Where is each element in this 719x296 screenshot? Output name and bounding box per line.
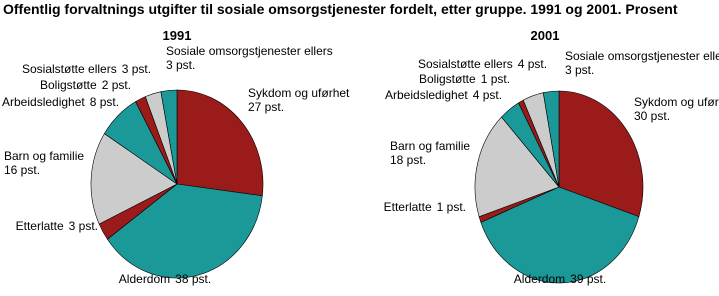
category-label: Etterlatte	[384, 200, 432, 214]
pie-slice	[542, 90, 560, 188]
slice-label: Boligstøtte 2 pst.	[40, 78, 131, 92]
category-label: Sykdom og uførhet	[634, 95, 719, 109]
category-label: Sosiale omsorgstjenester ellers	[166, 44, 333, 58]
category-label: Arbeidsledighet	[385, 88, 468, 102]
chart-title: 1991	[163, 28, 192, 43]
slice-label: Sosiale omsorgstjenester ellers 3 pst.	[166, 44, 333, 72]
value-label: 4 pst.	[518, 57, 547, 71]
slice-label: Boligstøtte 1 pst.	[419, 72, 510, 86]
category-label: Sykdom og uførhet	[248, 86, 350, 100]
category-label: Boligstøtte	[419, 72, 476, 86]
slice-label: Sosialstøtte ellers 3 pst.	[22, 62, 151, 76]
value-label: 16 pst.	[4, 163, 40, 177]
slice-label: Barn og familie 18 pst.	[390, 139, 470, 167]
pie-slice	[558, 90, 644, 218]
value-label: 2 pst.	[102, 78, 131, 92]
slice-label: Arbeidsledighet 4 pst.	[385, 88, 502, 102]
slice-label: Arbeidsledighet 8 pst.	[2, 95, 119, 109]
value-label: 1 pst.	[481, 72, 510, 86]
pie-slice	[107, 183, 263, 279]
chart-title: 2001	[531, 28, 560, 43]
value-label: 39 pst.	[570, 272, 606, 286]
value-label: 4 pst.	[473, 88, 502, 102]
pie-slice	[480, 186, 640, 284]
slice-label: Etterlatte 3 pst.	[16, 219, 98, 233]
pie-slice	[474, 116, 560, 218]
pie-slice	[90, 133, 178, 225]
category-label: Arbeidsledighet	[2, 95, 85, 109]
slice-label: Etterlatte 1 pst.	[384, 200, 466, 214]
slice-label: Barn og familie 16 pst.	[4, 149, 84, 177]
value-label: 1 pst.	[437, 200, 466, 214]
value-label: 18 pst.	[390, 153, 426, 167]
value-label: 30 pst.	[634, 109, 670, 123]
category-label: Sosialstøtte ellers	[22, 62, 117, 76]
category-label: Barn og familie	[390, 139, 470, 153]
value-label: 38 pst.	[175, 272, 211, 286]
category-label: Barn og familie	[4, 149, 84, 163]
value-label: 3 pst.	[565, 63, 594, 77]
slice-label: Sosialstøtte ellers 4 pst.	[418, 57, 547, 71]
pie-slice	[176, 89, 264, 197]
value-label: 8 pst.	[90, 95, 119, 109]
slice-label: Alderdom 39 pst.	[514, 272, 606, 286]
value-label: 3 pst.	[69, 219, 98, 233]
pie-slice	[160, 89, 178, 185]
value-label: 27 pst.	[248, 100, 284, 114]
category-label: Etterlatte	[16, 219, 64, 233]
category-label: Sosiale omsorgstjenester ellers	[565, 49, 719, 63]
slice-label: Alderdom 38 pst.	[119, 272, 211, 286]
value-label: 3 pst.	[166, 58, 195, 72]
category-label: Sosialstøtte ellers	[418, 57, 513, 71]
value-label: 3 pst.	[122, 62, 151, 76]
category-label: Alderdom	[119, 272, 170, 286]
slice-label: Sosiale omsorgstjenester ellers 3 pst.	[565, 49, 719, 77]
page-title: Offentlig forvaltnings utgifter til sosi…	[3, 1, 678, 17]
category-label: Alderdom	[514, 272, 565, 286]
category-label: Boligstøtte	[40, 78, 97, 92]
slice-label: Sykdom og uførhet 27 pst.	[248, 86, 350, 114]
slice-label: Sykdom og uførhet30 pst.	[634, 95, 719, 123]
